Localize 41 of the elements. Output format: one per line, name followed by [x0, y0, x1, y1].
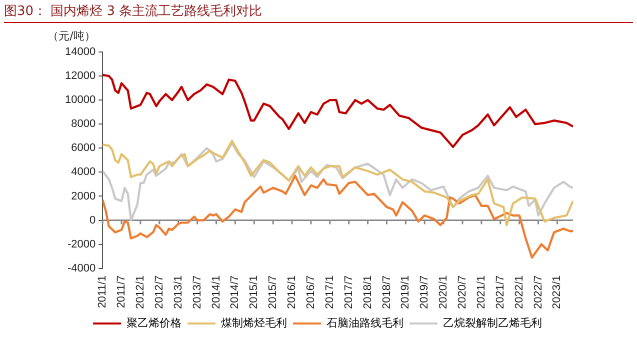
- x-tick-label: 2018/1: [362, 275, 374, 310]
- legend-label: 乙烷裂解制乙烯毛利: [443, 316, 542, 330]
- x-tick-label: 2011/7: [116, 275, 128, 308]
- x-tick-label: 2019/7: [418, 275, 431, 310]
- y-tick-label: -2000: [67, 238, 96, 250]
- y-tick-label: 14000: [64, 46, 96, 58]
- y-tick-label: 0: [89, 214, 96, 226]
- x-tick-label: 2014/7: [229, 275, 242, 310]
- x-tick-label: 2016/1: [286, 275, 298, 310]
- x-tick-label: 2020/1: [438, 275, 450, 310]
- x-tick-label: 2018/7: [380, 275, 393, 310]
- x-tick-label: 2020/7: [456, 275, 469, 310]
- chart-title: 图30： 国内烯烃 3 条主流工艺路线毛利对比: [4, 2, 633, 23]
- x-tick-label: 2021/7: [494, 275, 506, 310]
- x-tick-label: 2017/7: [342, 275, 355, 310]
- x-tick-label: 2015/7: [267, 275, 280, 310]
- y-tick-label: 10000: [64, 94, 96, 106]
- x-tick-label: 2017/1: [324, 275, 336, 310]
- x-tick-label: 2014/1: [210, 275, 222, 310]
- x-tick-label: 2016/7: [304, 275, 317, 310]
- y-axis-title: （元/吨）: [48, 29, 96, 42]
- legend-label: 煤制烯烃毛利: [221, 316, 287, 330]
- x-tick-label: 2023/1: [551, 275, 564, 310]
- y-tick-label: 4000: [71, 166, 96, 178]
- legend-label: 聚乙烯价格: [126, 316, 182, 330]
- x-tick-label: 2012/7: [153, 275, 166, 310]
- y-tick-label: 8000: [71, 118, 96, 130]
- y-tick-label: 2000: [71, 190, 96, 202]
- y-tick-label: -4000: [67, 262, 96, 274]
- x-tick-label: 2015/1: [248, 275, 260, 310]
- x-tick-label: 2013/7: [191, 275, 204, 310]
- x-tick-label: 2013/1: [172, 275, 184, 310]
- x-tick-label: 2011/1: [96, 275, 109, 308]
- x-tick-label: 2022/1: [513, 275, 526, 310]
- x-tick-label: 2022/7: [532, 275, 544, 310]
- y-tick-label: 6000: [71, 142, 96, 154]
- x-tick-label: 2019/1: [400, 275, 412, 310]
- x-tick-label: 2012/1: [134, 275, 147, 310]
- legend-label: 石脑油路线毛利: [326, 316, 404, 330]
- x-tick-label: 2021/1: [475, 275, 488, 310]
- y-tick-label: 12000: [64, 70, 96, 82]
